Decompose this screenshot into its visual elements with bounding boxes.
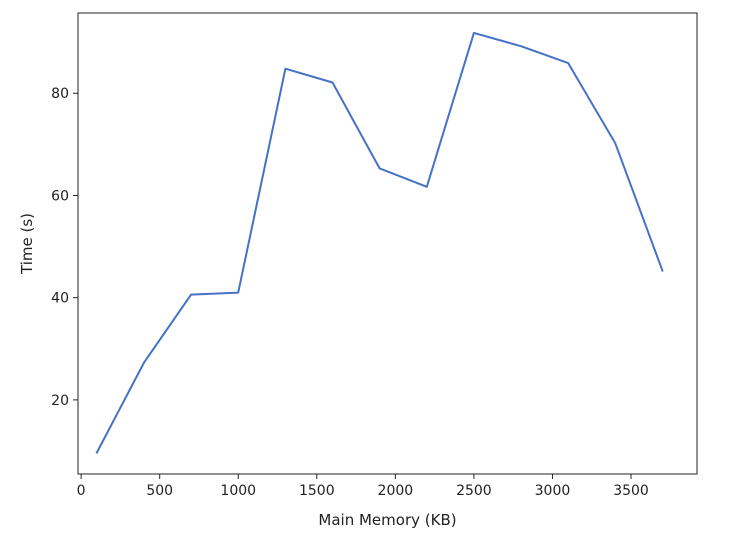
- x-tick-label: 0: [77, 483, 86, 499]
- x-tick-label: 1500: [299, 483, 335, 499]
- y-tick-label: 20: [51, 393, 69, 409]
- x-tick-label: 2500: [456, 483, 492, 499]
- x-tick-label: 3000: [535, 483, 571, 499]
- x-tick-label: 3500: [613, 483, 649, 499]
- y-tick-label: 60: [51, 188, 69, 204]
- axis-ticks: 0 500 1000 1500 2000 2500 3000 3500 20 40 60 80: [51, 86, 649, 499]
- x-axis-label: Main Memory (KB): [318, 511, 456, 529]
- y-tick-label: 40: [51, 291, 69, 307]
- x-tick-label: 1000: [220, 483, 256, 499]
- x-tick-label: 2000: [378, 483, 414, 499]
- series-line: [95, 31, 664, 454]
- y-tick-label: 80: [51, 86, 69, 102]
- series-layer: [95, 31, 664, 454]
- y-axis-label: Time (s): [18, 213, 36, 275]
- x-tick-label: 500: [146, 483, 173, 499]
- plot-frame: [77, 12, 698, 475]
